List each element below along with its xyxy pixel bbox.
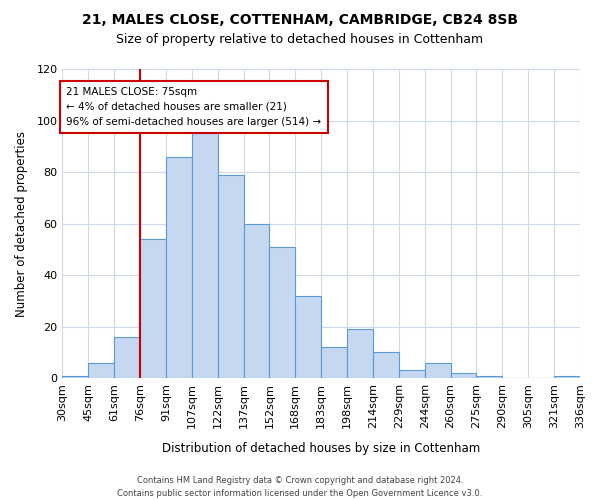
- Bar: [321, 347, 347, 378]
- Bar: [88, 362, 114, 378]
- Bar: [476, 376, 502, 378]
- Bar: [244, 224, 269, 378]
- Bar: [218, 174, 244, 378]
- Bar: [166, 156, 192, 378]
- Bar: [399, 370, 425, 378]
- Bar: [114, 337, 140, 378]
- Bar: [62, 376, 88, 378]
- Bar: [347, 329, 373, 378]
- X-axis label: Distribution of detached houses by size in Cottenham: Distribution of detached houses by size …: [162, 442, 480, 455]
- Bar: [140, 239, 166, 378]
- Bar: [554, 376, 580, 378]
- Bar: [192, 128, 218, 378]
- Y-axis label: Number of detached properties: Number of detached properties: [15, 130, 28, 316]
- Bar: [373, 352, 399, 378]
- Text: 21, MALES CLOSE, COTTENHAM, CAMBRIDGE, CB24 8SB: 21, MALES CLOSE, COTTENHAM, CAMBRIDGE, C…: [82, 12, 518, 26]
- Text: 21 MALES CLOSE: 75sqm
← 4% of detached houses are smaller (21)
96% of semi-detac: 21 MALES CLOSE: 75sqm ← 4% of detached h…: [66, 87, 322, 126]
- Bar: [451, 373, 476, 378]
- Bar: [295, 296, 321, 378]
- Text: Contains HM Land Registry data © Crown copyright and database right 2024.
Contai: Contains HM Land Registry data © Crown c…: [118, 476, 482, 498]
- Bar: [269, 246, 295, 378]
- Text: Size of property relative to detached houses in Cottenham: Size of property relative to detached ho…: [116, 32, 484, 46]
- Bar: [425, 362, 451, 378]
